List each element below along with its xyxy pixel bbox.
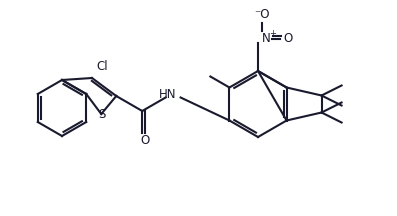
- Text: O: O: [141, 133, 150, 146]
- Text: S: S: [98, 108, 106, 121]
- Text: HN: HN: [159, 88, 176, 101]
- Text: +: +: [270, 30, 276, 38]
- Text: ⁻O: ⁻O: [254, 8, 270, 22]
- Text: N: N: [262, 32, 270, 46]
- Text: Cl: Cl: [96, 59, 108, 73]
- Text: O: O: [283, 32, 293, 44]
